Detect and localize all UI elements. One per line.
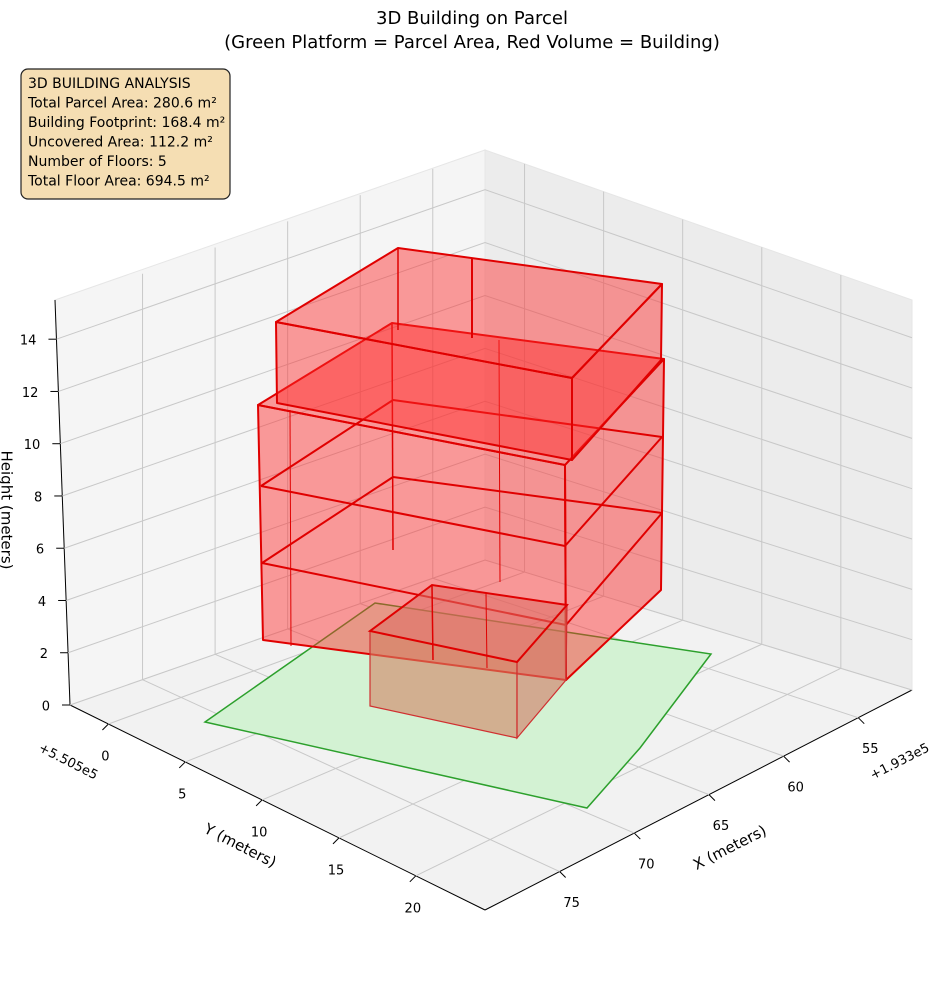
y-tick-mark — [102, 723, 109, 731]
x-tick-mark — [633, 832, 641, 840]
building-roof — [257, 322, 665, 466]
z-grid-line — [60, 294, 913, 445]
x-tick-label: 75 — [563, 896, 580, 911]
edge — [391, 322, 394, 551]
annotation: 3D BUILDING ANALYSIS Total Parcel Area: 2… — [27, 76, 225, 190]
edge — [289, 409, 292, 647]
x-axis-label: X (meters) — [690, 821, 769, 873]
annotation-line: Uncovered Area: 112.2 m² — [28, 135, 213, 151]
z-grid-line — [65, 453, 913, 601]
z-tick-label: 10 — [24, 438, 41, 453]
annotation-line: Building Footprint: 168.4 m² — [28, 115, 225, 131]
x-tick-mark — [783, 755, 790, 763]
z-grid-line — [67, 506, 913, 654]
chart-subtitle: (Green Platform = Parcel Area, Red Volum… — [224, 32, 720, 53]
annotation-line: Total Floor Area: 694.5 m² — [27, 174, 210, 190]
y-tick-mark — [178, 761, 186, 769]
z-tick-label: 8 — [34, 490, 42, 505]
z-tick-label: 6 — [36, 543, 44, 558]
z-tick-label: 12 — [22, 386, 39, 401]
chart-title: 3D Building on Parcel — [376, 8, 568, 29]
z-grid-line — [58, 242, 913, 392]
edge — [498, 339, 501, 583]
edge — [485, 592, 488, 669]
annotation-line: Number of Floors: 5 — [28, 154, 167, 170]
edge — [431, 584, 434, 661]
z-grid-line — [69, 559, 913, 706]
building-block — [367, 583, 569, 664]
annotation-line: Total Parcel Area: 280.6 m² — [27, 96, 217, 112]
z-grid-line — [56, 189, 913, 340]
building-roof — [275, 247, 663, 379]
y-tick-label: 20 — [405, 901, 422, 916]
z-grid-line — [64, 400, 913, 549]
x-tick-label: 70 — [638, 858, 655, 873]
y-tick-label: 5 — [178, 787, 186, 802]
y-tick-label: 0 — [101, 749, 109, 764]
annotation-line: 3D BUILDING ANALYSIS — [28, 76, 191, 92]
z-grid-line — [62, 347, 913, 497]
x-tick-label: 55 — [862, 742, 879, 757]
x-tick-label: 60 — [787, 781, 804, 796]
x-tick-mark — [559, 871, 567, 878]
z-tick-label: 2 — [40, 647, 48, 662]
building-scene — [203, 247, 713, 809]
x-tick-mark — [857, 717, 865, 725]
y-tick-label: 10 — [251, 825, 268, 840]
y-tick-label: 15 — [328, 863, 345, 878]
x-tick-mark — [708, 794, 716, 801]
x-tick-label: 65 — [713, 819, 730, 834]
z-tick-label: 4 — [38, 595, 46, 610]
z-axis-label: Height (meters) — [0, 451, 16, 570]
z-tick-label: 14 — [20, 334, 37, 349]
x-axis-line — [484, 689, 913, 911]
y-offset-label: +5.505e5 — [36, 741, 100, 784]
z-axis-line — [54, 299, 71, 706]
y-tick-mark — [255, 799, 263, 807]
annotation-box — [20, 68, 231, 200]
y-axis-label: Y (meters) — [200, 819, 279, 871]
y-tick-mark — [409, 875, 417, 883]
z-tick-label: 0 — [42, 700, 50, 715]
y-tick-mark — [332, 837, 340, 845]
floor-line — [260, 399, 663, 547]
axes-panels — [48, 149, 914, 911]
